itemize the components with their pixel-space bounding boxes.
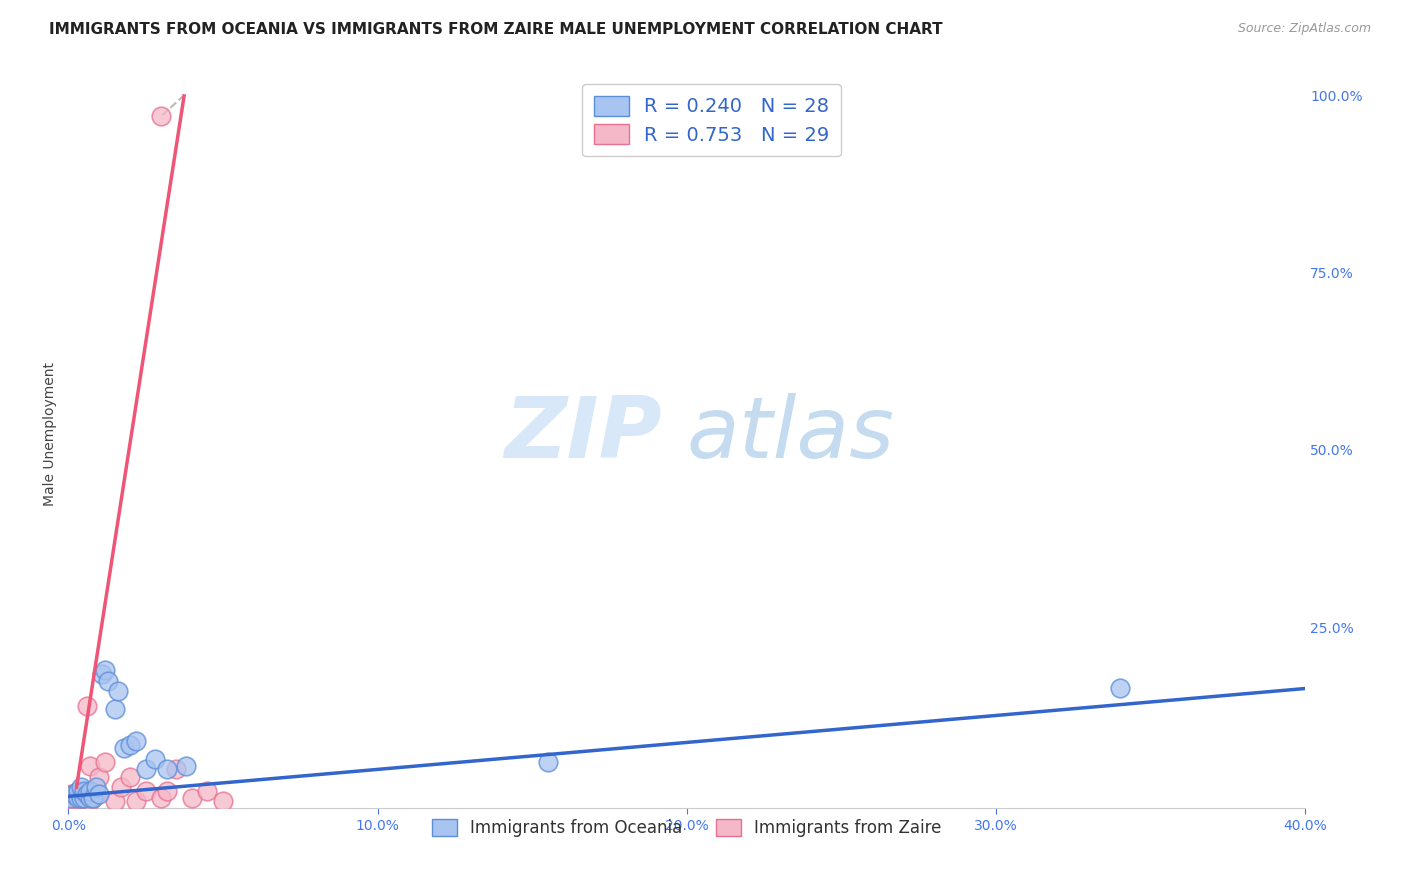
Legend: Immigrants from Oceania, Immigrants from Zaire: Immigrants from Oceania, Immigrants from… [423, 810, 950, 845]
Point [125, 734, 148, 748]
Point [79, 783, 101, 797]
Point [197, 783, 219, 797]
Point [76, 787, 98, 801]
Point [104, 794, 127, 808]
Point [143, 752, 166, 766]
Point [181, 790, 204, 805]
Y-axis label: Male Unemployment: Male Unemployment [44, 362, 58, 506]
Text: IMMIGRANTS FROM OCEANIA VS IMMIGRANTS FROM ZAIRE MALE UNEMPLOYMENT CORRELATION C: IMMIGRANTS FROM OCEANIA VS IMMIGRANTS FR… [49, 22, 943, 37]
Point [69, 780, 91, 794]
Point [76, 698, 98, 713]
Point [76, 794, 98, 808]
Point [69, 794, 91, 808]
Point [66, 783, 89, 797]
Point [69, 787, 91, 801]
Point [110, 780, 132, 794]
Point [104, 702, 127, 716]
Point [91, 666, 114, 681]
Point [73, 783, 96, 797]
Point [94, 663, 117, 677]
Text: atlas: atlas [686, 392, 894, 475]
Point [79, 794, 101, 808]
Point [84, 780, 107, 794]
Point [150, 790, 173, 805]
Text: ZIP: ZIP [505, 392, 662, 475]
Point [63, 794, 86, 808]
Point [135, 763, 157, 777]
Point [94, 756, 117, 770]
Point [1108, 681, 1130, 695]
Point [63, 787, 86, 801]
Point [82, 790, 104, 805]
Point [60, 790, 83, 805]
Point [89, 787, 111, 801]
Point [66, 794, 89, 808]
Point [66, 787, 89, 801]
Point [212, 794, 235, 808]
Point [125, 794, 148, 808]
Point [135, 783, 157, 797]
Point [60, 794, 83, 808]
Point [156, 783, 179, 797]
Point [107, 684, 129, 698]
Point [112, 741, 135, 756]
Point [166, 763, 188, 777]
Point [150, 109, 173, 123]
Point [120, 770, 142, 784]
Point [82, 790, 104, 805]
Point [536, 756, 558, 770]
Text: Source: ZipAtlas.com: Source: ZipAtlas.com [1237, 22, 1371, 36]
Point [69, 790, 91, 805]
Point [89, 770, 111, 784]
Point [174, 759, 197, 773]
Point [73, 794, 96, 808]
Point [63, 787, 86, 801]
Point [60, 787, 83, 801]
Point [84, 787, 107, 801]
Point [73, 787, 96, 801]
Point [156, 763, 179, 777]
Point [79, 790, 101, 805]
Point [120, 738, 142, 752]
Point [97, 673, 120, 688]
Point [66, 790, 89, 805]
Point [79, 759, 101, 773]
Point [73, 790, 96, 805]
